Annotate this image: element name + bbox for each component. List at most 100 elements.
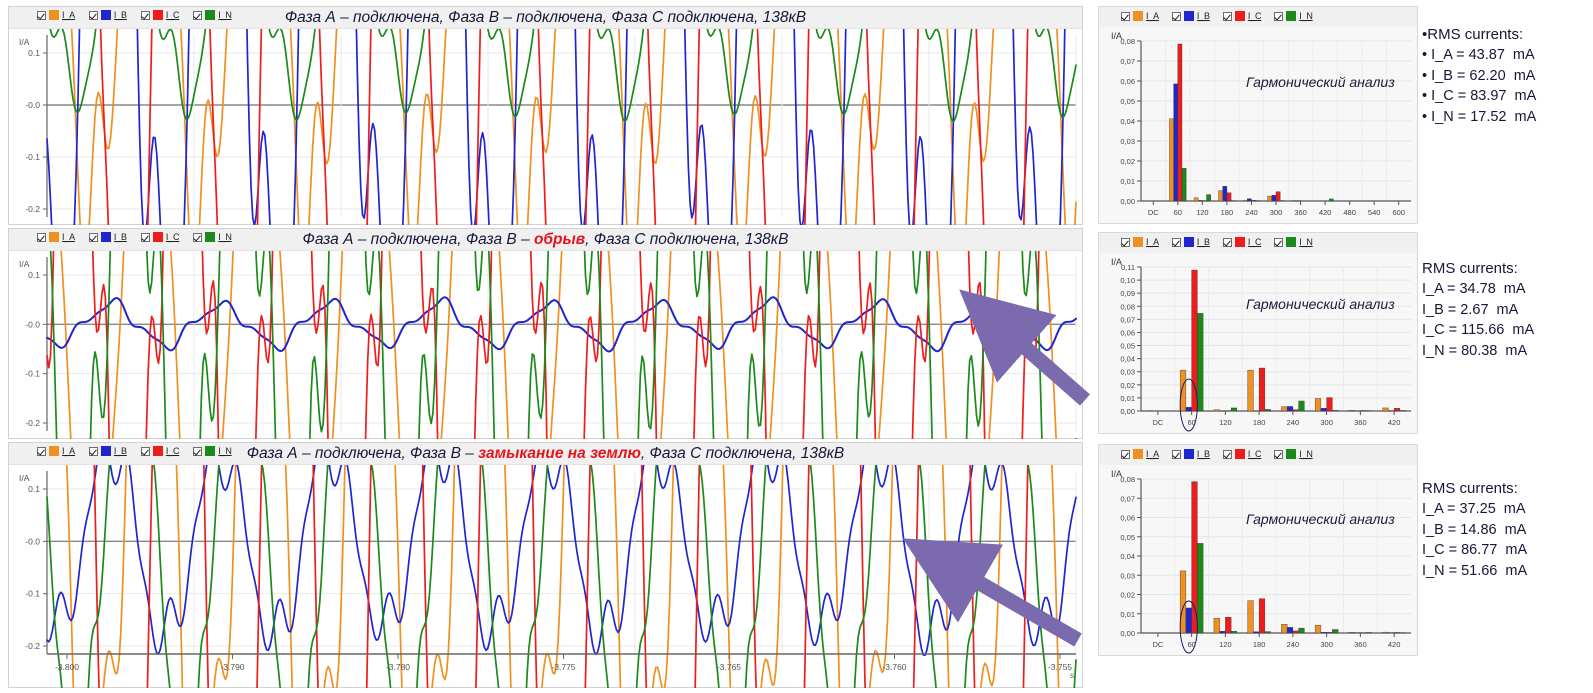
panel-ground-fault-legend-bar: I_A I_B I_C I_N Фаза А – подключена, Фаза В … bbox=[9, 443, 1082, 465]
rms-value: I_C = 83.97 bbox=[1431, 88, 1507, 105]
legend-checkbox-i_c[interactable] bbox=[140, 232, 150, 242]
legend-item-i_c[interactable]: I_C bbox=[1222, 449, 1261, 459]
rms-title: RMS currents: bbox=[1422, 260, 1518, 277]
legend-item-i_n[interactable]: I_N bbox=[193, 232, 232, 242]
legend-checkbox-i_n[interactable] bbox=[1274, 11, 1284, 21]
waveform-trace-i_n bbox=[49, 251, 1077, 439]
bar-group bbox=[1146, 269, 1406, 412]
legend-color-swatch-i_n bbox=[1286, 237, 1297, 247]
legend-color-swatch-i_c bbox=[152, 10, 163, 20]
bar-i_a-240 bbox=[1281, 406, 1288, 412]
legend-item-i_n[interactable]: I_N bbox=[1274, 449, 1313, 459]
panel-ground-fault: I_A I_B I_C I_N Фаза А – подключена, Фаза В … bbox=[8, 442, 1083, 688]
x-tick-label: DC bbox=[1152, 418, 1163, 427]
legend-item-i_a[interactable]: I_A bbox=[1121, 237, 1159, 247]
y-tick-label: 0.1 bbox=[28, 48, 40, 58]
legend-checkbox-i_c[interactable] bbox=[1222, 449, 1232, 459]
bar-i_b-60 bbox=[1185, 407, 1192, 412]
legend-label-i_n: I_N bbox=[218, 10, 232, 20]
legend-checkbox-i_n[interactable] bbox=[193, 10, 203, 20]
legend-item-i_a[interactable]: I_A bbox=[37, 10, 75, 20]
bar-i_c-180 bbox=[1258, 598, 1266, 634]
y-tick-label: 0,00 bbox=[1120, 407, 1135, 416]
legend-checkbox-i_b[interactable] bbox=[1171, 449, 1181, 459]
legend-item-i_a[interactable]: I_A bbox=[37, 232, 75, 242]
legend-checkbox-i_b[interactable] bbox=[1171, 237, 1181, 247]
y-tick-label: -0.1 bbox=[25, 589, 40, 599]
legend-checkbox-i_c[interactable] bbox=[1222, 237, 1232, 247]
legend-checkbox-i_a[interactable] bbox=[1121, 11, 1130, 21]
legend-checkbox-i_a[interactable] bbox=[37, 232, 46, 242]
legend-checkbox-i_a[interactable] bbox=[1121, 449, 1130, 459]
legend-color-swatch-i_c bbox=[1234, 449, 1245, 459]
bar-i_b-180 bbox=[1253, 631, 1260, 634]
y-tick-label: 0,01 bbox=[1120, 177, 1135, 186]
legend-color-swatch-i_a bbox=[1133, 11, 1143, 21]
bar-i_a-240 bbox=[1281, 624, 1288, 634]
bar-i_n-120 bbox=[1230, 631, 1238, 634]
bar-i_c-420 bbox=[1393, 408, 1401, 412]
legend-checkbox-i_b[interactable] bbox=[88, 232, 98, 242]
legend-checkbox-i_a[interactable] bbox=[37, 446, 46, 456]
legend-item-i_b[interactable]: I_B bbox=[88, 10, 127, 20]
legend-checkbox-i_n[interactable] bbox=[1274, 237, 1284, 247]
legend-checkbox-i_a[interactable] bbox=[1121, 237, 1130, 247]
bar-i_n-180 bbox=[1264, 409, 1271, 412]
x-tick-label: 420 bbox=[1319, 208, 1332, 217]
waveform-trace-i_n bbox=[49, 29, 1077, 123]
legend-checkbox-i_b[interactable] bbox=[1171, 11, 1181, 21]
rms-unit: mA bbox=[1514, 88, 1537, 105]
legend-label-i_c: I_C bbox=[1247, 237, 1262, 247]
legend-item-i_b[interactable]: I_B bbox=[1171, 11, 1210, 21]
rms-value: I_B = 62.20 bbox=[1431, 67, 1506, 84]
x-tick-label: 240 bbox=[1245, 208, 1258, 217]
rms-row: I_B = 62.20 mA bbox=[1422, 66, 1536, 87]
x-tick-label: 360 bbox=[1354, 640, 1367, 649]
legend-item-i_b[interactable]: I_B bbox=[1171, 237, 1210, 247]
legend-checkbox-i_b[interactable] bbox=[88, 10, 98, 20]
bar-i_a-120 bbox=[1213, 617, 1220, 634]
legend-item-i_n[interactable]: I_N bbox=[193, 10, 232, 20]
legend-item-i_n[interactable]: I_N bbox=[193, 446, 232, 456]
legend-checkbox-i_a[interactable] bbox=[37, 10, 46, 20]
legend-checkbox-i_n[interactable] bbox=[193, 446, 203, 456]
legend-checkbox-i_c[interactable] bbox=[140, 446, 150, 456]
legend-color-swatch-i_n bbox=[205, 232, 216, 242]
legend-checkbox-i_n[interactable] bbox=[193, 232, 203, 242]
x-tick-label: 360 bbox=[1354, 418, 1367, 427]
legend-label-i_b: I_B bbox=[1196, 449, 1210, 459]
legend-checkbox-i_n[interactable] bbox=[1274, 449, 1284, 459]
rms-title: RMS currents: bbox=[1422, 24, 1536, 45]
harmonics-ground-fault-plot: I/A0,08 0,07 0,06 0,05 0,04 0,03 0,02 0,01 0,00 D… bbox=[1111, 469, 1411, 654]
legend-checkbox-i_c[interactable] bbox=[1222, 11, 1232, 21]
legend-item-i_a[interactable]: I_A bbox=[1121, 11, 1159, 21]
bar-i_b-240 bbox=[1286, 406, 1294, 412]
legend-item-i_c[interactable]: I_C bbox=[140, 446, 179, 456]
rms-value: I_N = 51.66 bbox=[1422, 563, 1498, 580]
y-tick-label: 0,02 bbox=[1120, 381, 1135, 390]
legend-checkbox-i_b[interactable] bbox=[88, 446, 98, 456]
legend-item-i_a[interactable]: I_A bbox=[1121, 449, 1159, 459]
legend-item-i_b[interactable]: I_B bbox=[88, 232, 127, 242]
rms-ground-fault: RMS currents: I_A = 37.25 mA I_B = 14.86 mA I… bbox=[1422, 478, 1527, 582]
panel-break-plot: I/A0.1 -0.0 -0.1 -0.2 bbox=[19, 251, 1077, 439]
x-tick-label: 120 bbox=[1219, 418, 1232, 427]
legend-item-i_b[interactable]: I_B bbox=[88, 446, 127, 456]
legend-item-i_c[interactable]: I_C bbox=[140, 10, 179, 20]
legend-item-i_c[interactable]: I_C bbox=[1222, 237, 1262, 247]
x-tick-label: -3.780 bbox=[386, 662, 410, 672]
legend-item-i_c[interactable]: I_C bbox=[140, 232, 179, 242]
rms-row: I_C = 83.97 mA bbox=[1422, 86, 1536, 107]
harmonics-normal-legend: I_A I_B I_C I_N bbox=[1121, 11, 1313, 21]
legend-item-i_n[interactable]: I_N bbox=[1274, 11, 1313, 21]
legend-item-i_b[interactable]: I_B bbox=[1171, 449, 1210, 459]
waveform-trace-i_b bbox=[46, 29, 1066, 225]
legend-item-i_c[interactable]: I_C bbox=[1222, 11, 1261, 21]
legend-color-swatch-i_b bbox=[100, 446, 111, 456]
legend-item-i_a[interactable]: I_A bbox=[37, 446, 75, 456]
rms-row: I_N = 17.52 mA bbox=[1422, 107, 1536, 128]
legend-checkbox-i_c[interactable] bbox=[140, 10, 150, 20]
bar-i_a-360 bbox=[1348, 410, 1355, 412]
legend-item-i_n[interactable]: I_N bbox=[1274, 237, 1313, 247]
